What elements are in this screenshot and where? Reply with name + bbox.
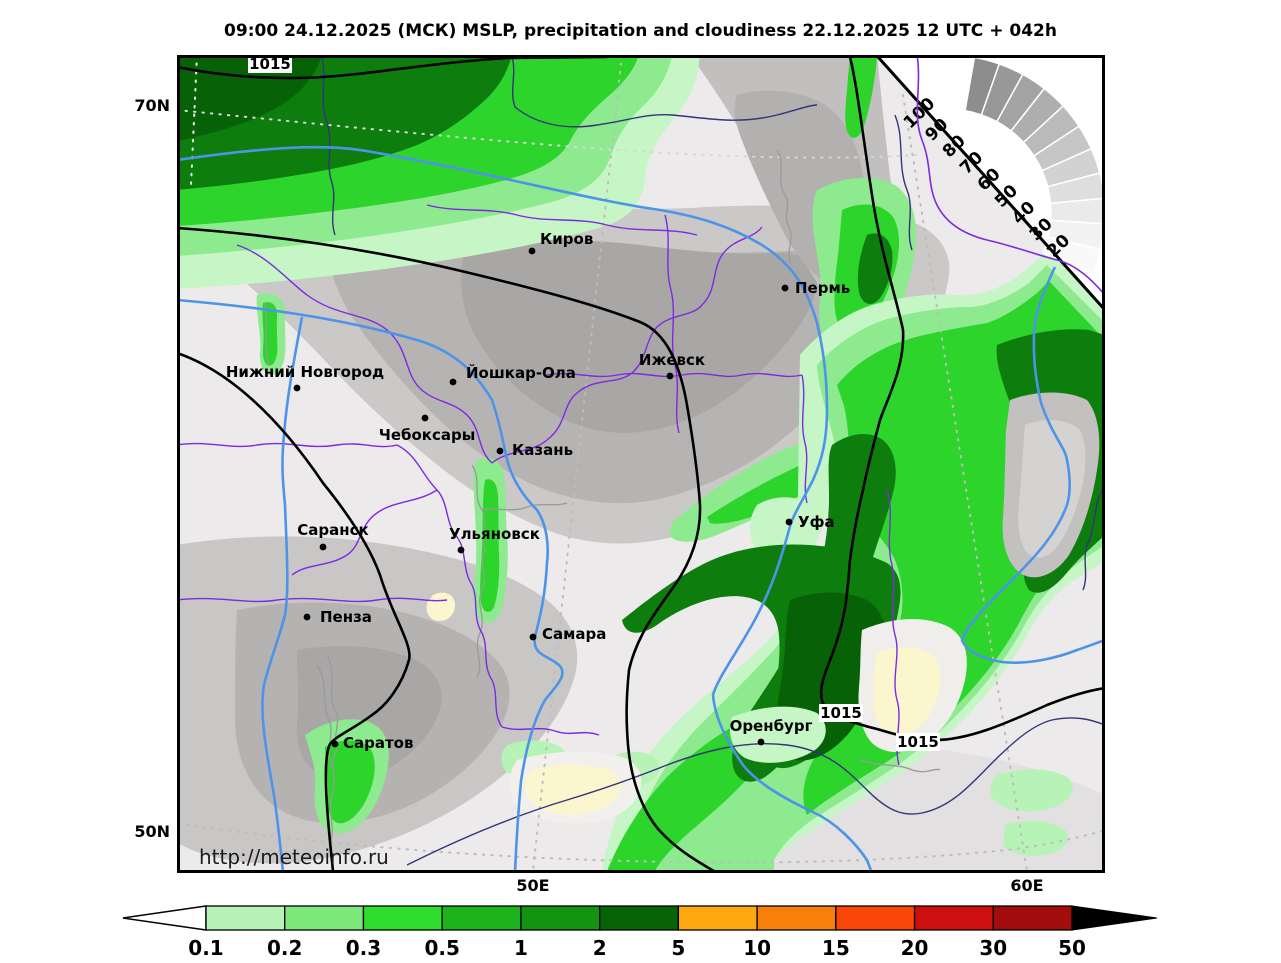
colorbar-left-arrow [122, 905, 207, 931]
colorbar-segment-15 [835, 905, 916, 931]
borders-country [321, 56, 1106, 866]
city-dot-1 [528, 247, 536, 255]
precipitation-layer [177, 55, 1105, 871]
lon-label-60e: 60E [1010, 876, 1044, 895]
city-dot-3 [666, 372, 674, 380]
city-label-6: Чебоксары [379, 426, 476, 444]
lat-label-50n: 50N [134, 822, 170, 841]
colorbar-segment-30 [992, 905, 1073, 931]
city-dot-2 [781, 284, 789, 292]
rivers-major [176, 145, 1106, 874]
colorbar-segment-0.3 [362, 905, 443, 931]
colorbar-label-5: 5 [671, 936, 685, 960]
colorbar-label-15: 15 [822, 936, 850, 960]
city-label-1: Киров [540, 230, 593, 248]
city-label-14: Оренбург [730, 717, 813, 735]
colorbar-label-0.3: 0.3 [346, 936, 381, 960]
colorbar-label-30: 30 [979, 936, 1007, 960]
pressure-label-3: 1015 [897, 733, 939, 751]
weather-map: 1009080706050403020 1015 1015 1015 Киров Пе… [176, 54, 1107, 875]
corner-cut: 1009080706050403020 [876, 54, 1107, 312]
city-label-13: Уфа [798, 513, 835, 531]
city-label-8: Саранск [297, 521, 368, 539]
city-dot-7 [496, 447, 504, 455]
cloud-fan-segment-10 [1042, 236, 1102, 275]
pressure-label-bg-2 [819, 704, 863, 722]
city-label-3: Ижевск [639, 351, 705, 369]
city-label-12: Саратов [343, 734, 413, 752]
colorbar-label-20: 20 [901, 936, 929, 960]
colorbar-segment-5 [677, 905, 758, 931]
colorbar-segment-20 [913, 905, 994, 931]
city-dot-14 [757, 738, 765, 746]
city-markers: Киров Пермь Ижевск Нижний Новгород Йошкар-Ол… [226, 230, 850, 752]
pressure-labels: 1015 1015 1015 [248, 55, 940, 751]
city-dot-5 [449, 378, 457, 386]
colorbar-label-50: 50 [1058, 936, 1086, 960]
colorbar-label-0.2: 0.2 [267, 936, 302, 960]
city-dot-12 [331, 740, 339, 748]
colorbar-label-2: 2 [593, 936, 607, 960]
map-title: 09:00 24.12.2025 (МСК) MSLP, precipitati… [224, 21, 1057, 41]
map-border [177, 55, 1105, 873]
pressure-label-1: 1015 [249, 55, 291, 73]
city-dot-4 [293, 384, 301, 392]
lat-label-70n: 70N [134, 96, 170, 115]
colorbar-segment-0.5 [441, 905, 522, 931]
pressure-label-bg-3 [896, 733, 940, 751]
city-label-4: Нижний Новгород [226, 363, 384, 381]
city-dot-8 [319, 543, 327, 551]
cream-patches [426, 592, 967, 824]
colorbar-segment-10 [756, 905, 837, 931]
city-dot-6 [421, 414, 429, 422]
city-dot-13 [785, 518, 793, 526]
colorbar-label-10: 10 [743, 936, 771, 960]
precipitation-colorbar: 0.1 0.2 0.3 0.5 1 2 5 10 15 20 30 50 [122, 905, 1158, 960]
city-label-2: Пермь [795, 279, 850, 297]
corner-cut-line [876, 55, 1107, 312]
colorbar-label-0.5: 0.5 [424, 936, 459, 960]
city-label-10: Пенза [320, 608, 372, 626]
city-dot-10 [303, 613, 311, 621]
isobar-lines [176, 55, 1106, 875]
colorbar-segment-2 [599, 905, 680, 931]
weather-map-canvas: 1009080706050403020 1015 1015 1015 Киров Пе… [176, 54, 1107, 875]
city-label-5: Йошкар-Ола [466, 363, 576, 382]
lon-label-50e: 50E [516, 876, 550, 895]
colorbar-right-arrow [1071, 905, 1158, 931]
colorbar-label-1: 1 [514, 936, 528, 960]
city-label-7: Казань [512, 441, 573, 459]
city-dot-11 [529, 633, 537, 641]
colorbar-segment-0.1 [205, 905, 286, 931]
borders-region [176, 204, 900, 766]
colorbar-segment-1 [520, 905, 601, 931]
graticule [176, 54, 1106, 872]
colorbar-label-0.1: 0.1 [188, 936, 223, 960]
pressure-label-bg-1 [248, 55, 292, 73]
city-dot-9 [457, 546, 465, 554]
city-label-11: Самара [542, 625, 606, 643]
watermark: http://meteoinfo.ru [199, 845, 389, 869]
pressure-label-2: 1015 [820, 704, 862, 722]
colorbar-segment-0.2 [284, 905, 365, 931]
city-label-9: Ульяновск [449, 525, 540, 543]
border-over-corner [916, 54, 1106, 296]
